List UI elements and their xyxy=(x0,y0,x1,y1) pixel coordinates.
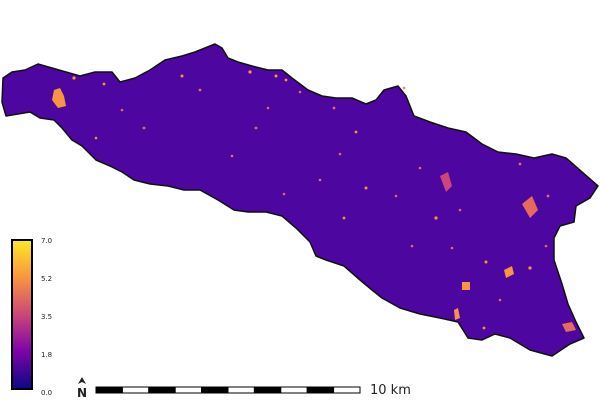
north-letter: N xyxy=(77,386,87,398)
speck xyxy=(72,76,76,80)
scale-bar-segment xyxy=(253,386,282,394)
speck xyxy=(450,246,454,250)
patch-central-east xyxy=(440,172,452,192)
scale-bar-segment xyxy=(201,386,229,394)
speck xyxy=(458,208,462,212)
speck xyxy=(338,152,342,156)
patch-east xyxy=(522,196,538,218)
patch-far-southeast xyxy=(562,322,576,332)
speck xyxy=(484,260,488,264)
value-patches xyxy=(52,70,576,332)
patch-south xyxy=(462,282,470,290)
scale-bar xyxy=(95,386,361,394)
speck xyxy=(318,178,322,182)
scale-bar-segment xyxy=(121,386,150,394)
speck xyxy=(434,216,438,220)
north-arrow-icon: N xyxy=(75,376,89,400)
speck xyxy=(410,244,414,248)
catchment-area xyxy=(1,43,599,357)
legend-tick: 5.2 xyxy=(41,275,53,283)
scale-bar-label: 10 km xyxy=(370,383,411,398)
legend-tick-min: 0.0 xyxy=(41,389,53,397)
speck xyxy=(142,126,146,130)
speck xyxy=(518,162,522,166)
legend-tick: 3.5 xyxy=(41,313,53,321)
scale-bar-segment xyxy=(333,386,361,394)
legend-tick: 1.8 xyxy=(41,351,53,359)
speck xyxy=(248,70,252,74)
speck xyxy=(266,106,270,110)
speck xyxy=(282,192,286,196)
speck xyxy=(102,82,106,86)
colorbar-legend xyxy=(11,239,33,390)
patch-southeast xyxy=(504,266,514,278)
speck xyxy=(342,216,346,220)
scale-bar-segment xyxy=(306,386,335,394)
speck xyxy=(498,298,502,302)
speck xyxy=(544,244,548,248)
speck xyxy=(254,126,258,130)
speck xyxy=(482,326,486,330)
speck xyxy=(120,108,124,112)
speck xyxy=(394,194,398,198)
patch-south-small xyxy=(454,308,460,320)
speck xyxy=(546,194,550,198)
scale-bar-segment xyxy=(174,386,203,394)
scale-bar-segment xyxy=(280,386,308,394)
scale-bar-segment xyxy=(227,386,255,394)
speck xyxy=(198,88,202,92)
speck xyxy=(298,90,302,94)
speck xyxy=(354,130,358,134)
scale-bar-segment xyxy=(95,386,123,394)
speck xyxy=(230,154,234,158)
speck xyxy=(418,166,422,170)
legend-tick-max: 7.0 xyxy=(41,237,53,245)
speck xyxy=(274,74,278,78)
speck xyxy=(528,266,532,270)
scale-bar-segment xyxy=(148,386,176,394)
speck xyxy=(94,136,98,140)
speck xyxy=(180,74,184,78)
speck xyxy=(332,106,336,110)
patch-northwest xyxy=(52,88,66,108)
speck xyxy=(364,186,368,190)
speck xyxy=(402,86,406,90)
speck xyxy=(284,78,288,82)
